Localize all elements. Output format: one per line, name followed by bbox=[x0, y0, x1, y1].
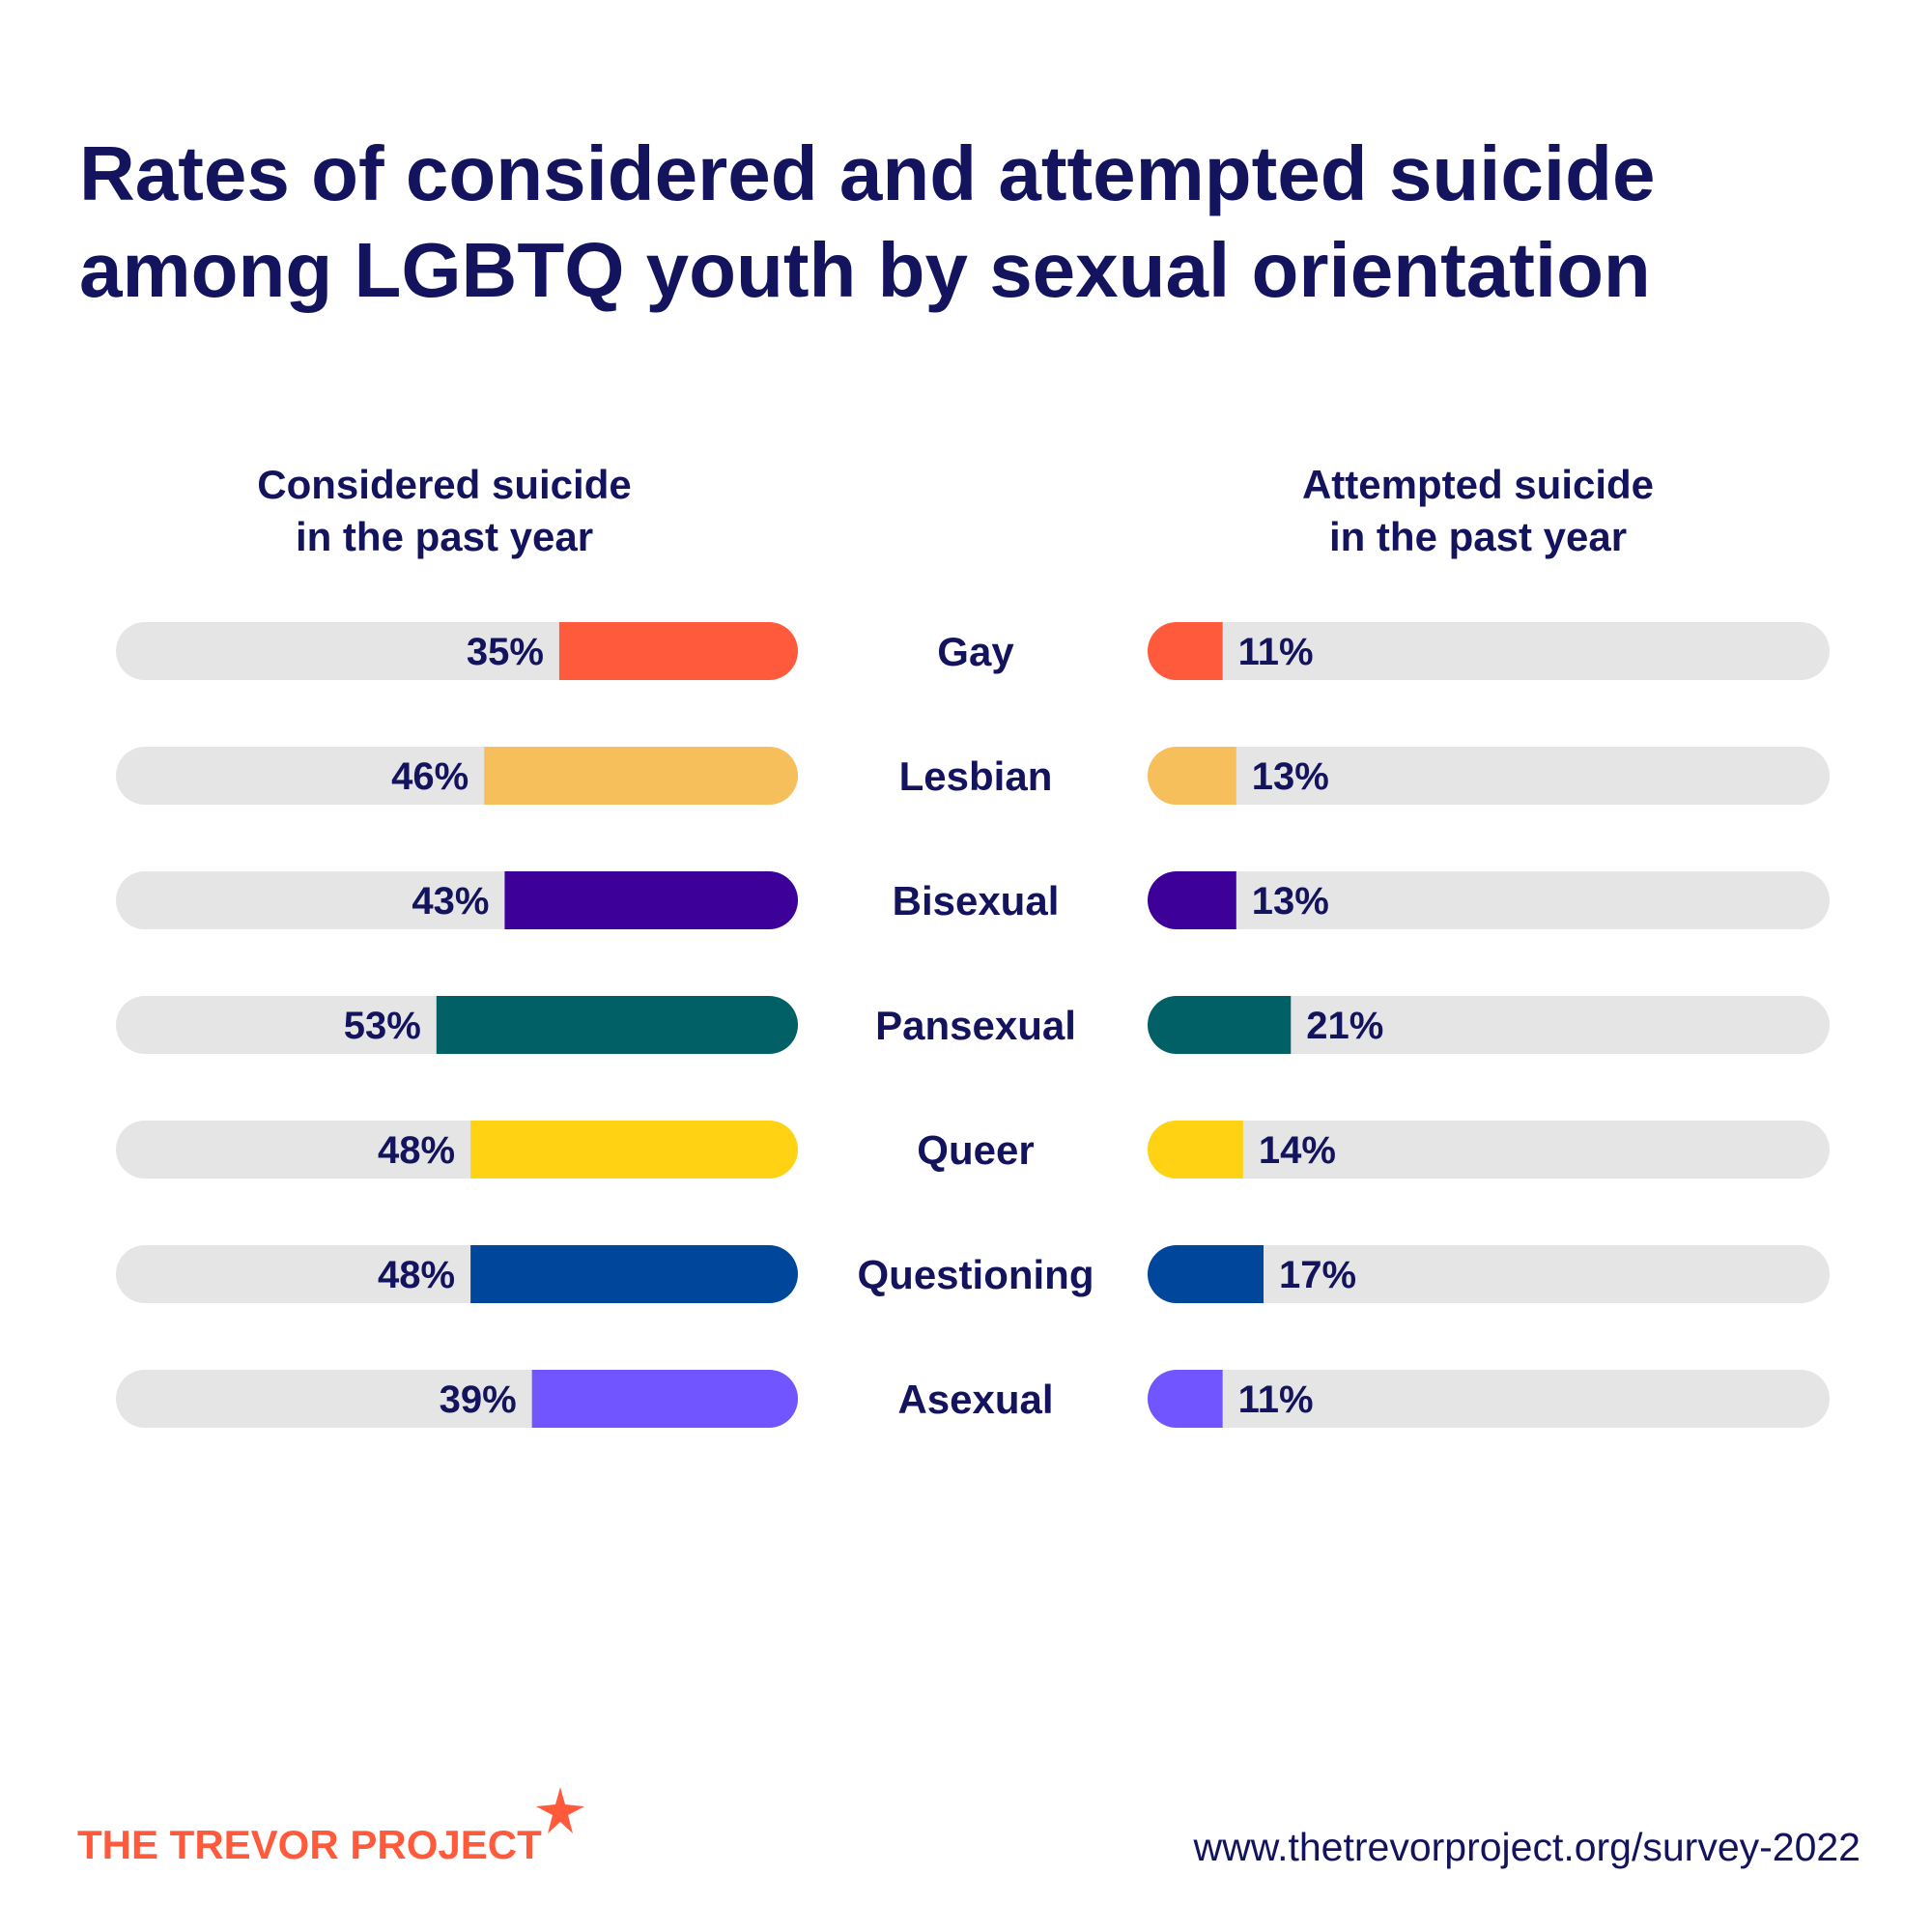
bar-chart: 35% Gay 11% 46% Lesbian 13% 43% Bisexual 13% 53% P… bbox=[116, 622, 1830, 1428]
attempted-track-asexual bbox=[1148, 1370, 1830, 1428]
considered-bar-queer bbox=[470, 1121, 798, 1179]
category-label-lesbian: Lesbian bbox=[899, 753, 1053, 799]
attempted-header-line-2: in the past year bbox=[1328, 514, 1628, 559]
category-label-bisexual: Bisexual bbox=[893, 878, 1060, 923]
attempted-track-bisexual bbox=[1148, 871, 1830, 929]
star-logo-icon bbox=[536, 1787, 584, 1833]
attempted-bar-gay bbox=[1148, 622, 1223, 680]
attempted-label-queer: 14% bbox=[1259, 1129, 1336, 1172]
survey-url: www.thetrevorproject.org/survey-2022 bbox=[1193, 1825, 1861, 1869]
attempted-track-pansexual bbox=[1148, 996, 1830, 1054]
considered-bar-questioning bbox=[470, 1245, 798, 1303]
considered-bar-bisexual bbox=[504, 871, 798, 929]
attempted-bar-pansexual bbox=[1148, 996, 1292, 1054]
considered-label-asexual: 39% bbox=[440, 1378, 517, 1421]
attempted-header-line-1: Attempted suicide bbox=[1301, 462, 1655, 507]
attempted-track-lesbian bbox=[1148, 747, 1830, 805]
category-label-queer: Queer bbox=[917, 1127, 1034, 1173]
attempted-track-gay bbox=[1148, 622, 1830, 680]
attempted-label-asexual: 11% bbox=[1238, 1378, 1314, 1421]
attempted-label-bisexual: 13% bbox=[1252, 880, 1329, 923]
trevor-project-logo: THE TREVOR PROJECT bbox=[77, 1822, 542, 1867]
considered-header: Considered suicide in the past year bbox=[174, 459, 715, 563]
attempted-bar-bisexual bbox=[1148, 871, 1236, 929]
category-label-gay: Gay bbox=[937, 629, 1014, 674]
considered-bar-lesbian bbox=[484, 747, 798, 805]
title-line-2: among LGBTQ youth by sexual orientation bbox=[79, 227, 1651, 313]
attempted-bar-queer bbox=[1148, 1121, 1243, 1179]
attempted-label-questioning: 17% bbox=[1279, 1254, 1356, 1296]
attempted-bar-questioning bbox=[1148, 1245, 1264, 1303]
category-label-asexual: Asexual bbox=[897, 1377, 1053, 1422]
considered-label-gay: 35% bbox=[467, 631, 544, 673]
considered-header-line-1: Considered suicide bbox=[257, 462, 632, 507]
attempted-label-pansexual: 21% bbox=[1306, 1005, 1383, 1047]
attempted-bar-asexual bbox=[1148, 1370, 1223, 1428]
considered-bar-pansexual bbox=[436, 996, 798, 1054]
considered-label-queer: 48% bbox=[378, 1129, 455, 1172]
attempted-track-questioning bbox=[1148, 1245, 1830, 1303]
considered-bar-asexual bbox=[531, 1370, 798, 1428]
category-label-questioning: Questioning bbox=[858, 1252, 1094, 1297]
considered-label-pansexual: 53% bbox=[344, 1005, 421, 1047]
considered-label-bisexual: 43% bbox=[412, 880, 489, 923]
considered-header-line-2: in the past year bbox=[295, 514, 594, 559]
attempted-bar-lesbian bbox=[1148, 747, 1236, 805]
chart-title: Rates of considered and attempted suicid… bbox=[79, 126, 1837, 319]
considered-label-lesbian: 46% bbox=[391, 755, 469, 798]
title-line-1: Rates of considered and attempted suicid… bbox=[79, 130, 1656, 216]
attempted-header: Attempted suicide in the past year bbox=[1208, 459, 1748, 563]
attempted-track-queer bbox=[1148, 1121, 1830, 1179]
considered-bar-gay bbox=[558, 622, 798, 680]
category-label-pansexual: Pansexual bbox=[875, 1003, 1076, 1048]
considered-label-questioning: 48% bbox=[378, 1254, 455, 1296]
attempted-label-gay: 11% bbox=[1238, 631, 1314, 673]
attempted-label-lesbian: 13% bbox=[1252, 755, 1329, 798]
